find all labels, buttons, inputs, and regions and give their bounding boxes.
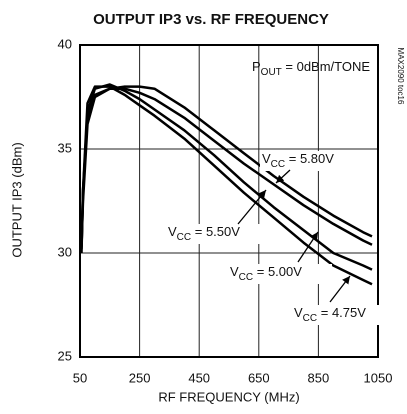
x-tick-label: 850: [308, 370, 330, 385]
x-tick-label: 50: [73, 370, 87, 385]
series-line: [80, 83, 373, 271]
label-arrow: [237, 189, 267, 225]
y-tick-label: 25: [58, 348, 72, 363]
label-arrow: [329, 275, 351, 303]
series-label-part: = 4.75V: [317, 305, 366, 320]
label-background: [228, 264, 332, 284]
y-tick-label: 40: [58, 36, 72, 51]
label-background: [166, 224, 270, 244]
series-label: VCC = 5.80V: [262, 151, 334, 169]
power-note-part: = 0dBm/TONE: [282, 59, 371, 74]
y-tick-label: 35: [58, 140, 72, 155]
label-arrow: [275, 169, 291, 184]
label-background: [292, 305, 396, 325]
series-label-part: CC: [177, 232, 191, 243]
x-axis-label: RF FREQUENCY (MHz): [158, 389, 299, 404]
x-tick-label: 450: [188, 370, 210, 385]
series-label-part: CC: [271, 159, 285, 170]
y-axis-label: OUTPUT IP3 (dBm): [9, 142, 24, 257]
label-background: [260, 151, 364, 171]
series-label-part: = 5.50V: [191, 224, 240, 239]
series-label-part: V: [168, 224, 177, 239]
x-tick-label: 250: [129, 370, 151, 385]
power-note-part: P: [252, 59, 261, 74]
series-line: [80, 85, 373, 286]
chart-id-note: MAX2090 toc16: [396, 48, 405, 105]
series-label-part: = 5.00V: [253, 264, 302, 279]
series-label: VCC = 5.00V: [230, 264, 302, 282]
series-label: VCC = 5.50V: [168, 224, 240, 242]
power-note: POUT = 0dBm/TONE: [252, 59, 370, 77]
series-label: VCC = 4.75V: [294, 305, 366, 323]
series-label-part: V: [294, 305, 303, 320]
series-line: [80, 87, 373, 247]
series-label-part: V: [262, 151, 271, 166]
series-label-part: CC: [303, 313, 317, 324]
y-tick-label: 30: [58, 244, 72, 259]
series-label-part: = 5.80V: [285, 151, 334, 166]
plot-frame: [79, 44, 379, 358]
chart-title: OUTPUT IP3 vs. RF FREQUENCY: [93, 11, 329, 28]
power-note-part: OUT: [261, 67, 282, 78]
series-label-part: V: [230, 264, 239, 279]
label-arrow: [297, 231, 319, 263]
series-label-part: CC: [239, 272, 253, 283]
x-tick-label: 1050: [364, 370, 393, 385]
x-tick-label: 650: [248, 370, 270, 385]
